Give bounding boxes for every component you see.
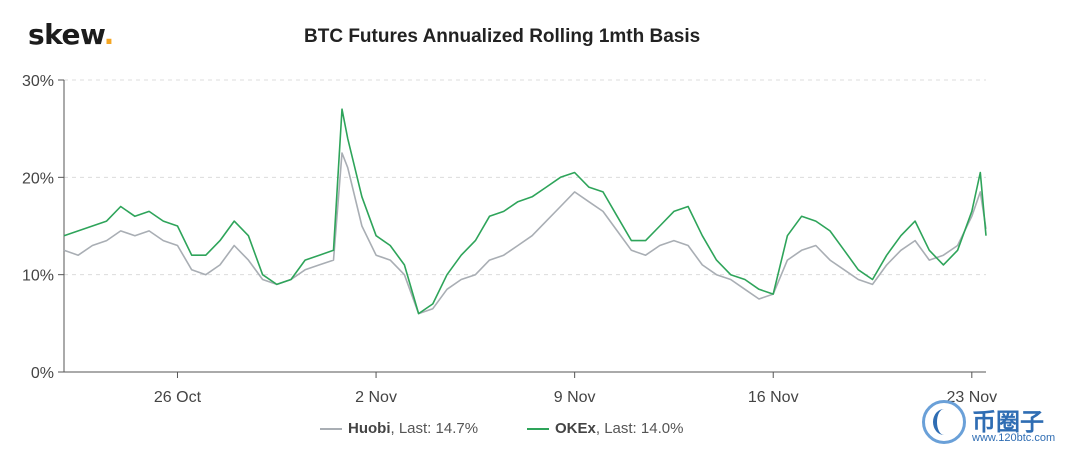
x-tick-label-4: 23 Nov <box>946 389 997 406</box>
legend-swatch-huobi <box>320 427 342 430</box>
logo-dot: . <box>103 18 115 51</box>
chart-area: 0% 10% 20% 30% 26 Oct 2 Nov 9 Nov 16 Nov 23 Nov <box>22 73 997 406</box>
y-axis: 0% 10% 20% 30% <box>22 73 65 382</box>
x-tick-label-0: 26 Oct <box>154 389 202 406</box>
x-tick-label-1: 2 Nov <box>355 389 397 406</box>
x-axis: 26 Oct 2 Nov 9 Nov 16 Nov 23 Nov <box>154 372 997 406</box>
watermark-url: www.120btc.com <box>972 432 1056 444</box>
skew-logo: skew. <box>28 18 114 51</box>
legend-label-huobi: Huobi <box>348 420 391 437</box>
logo-text: skew <box>28 18 104 51</box>
gridlines <box>64 79 986 373</box>
y-tick-label-1: 10% <box>22 268 54 285</box>
series-lines <box>63 108 987 315</box>
series-line-huobi <box>63 152 987 315</box>
legend-swatch-okex <box>527 427 549 430</box>
legend-last-huobi: , Last: 14.7% <box>390 420 479 437</box>
series-line-okex <box>63 108 987 315</box>
legend-item-huobi[interactable]: Huobi, Last: 14.7% <box>320 420 478 437</box>
legend-last-okex: , Last: 14.0% <box>595 420 684 437</box>
y-tick-label-0: 0% <box>31 365 54 382</box>
y-tick-label-3: 30% <box>22 73 54 90</box>
x-tick-label-3: 16 Nov <box>748 389 799 406</box>
x-tick-label-2: 9 Nov <box>554 389 596 406</box>
legend-label-okex: OKEx <box>555 420 596 437</box>
y-tick-label-2: 20% <box>22 170 54 187</box>
watermark-text: 币圈子 <box>972 408 1044 436</box>
legend-item-okex[interactable]: OKEx, Last: 14.0% <box>527 420 683 437</box>
watermark-logo-icon <box>922 400 966 444</box>
chart-title: BTC Futures Annualized Rolling 1mth Basi… <box>304 26 701 47</box>
watermark: 币圈子 www.120btc.com <box>920 400 1068 450</box>
